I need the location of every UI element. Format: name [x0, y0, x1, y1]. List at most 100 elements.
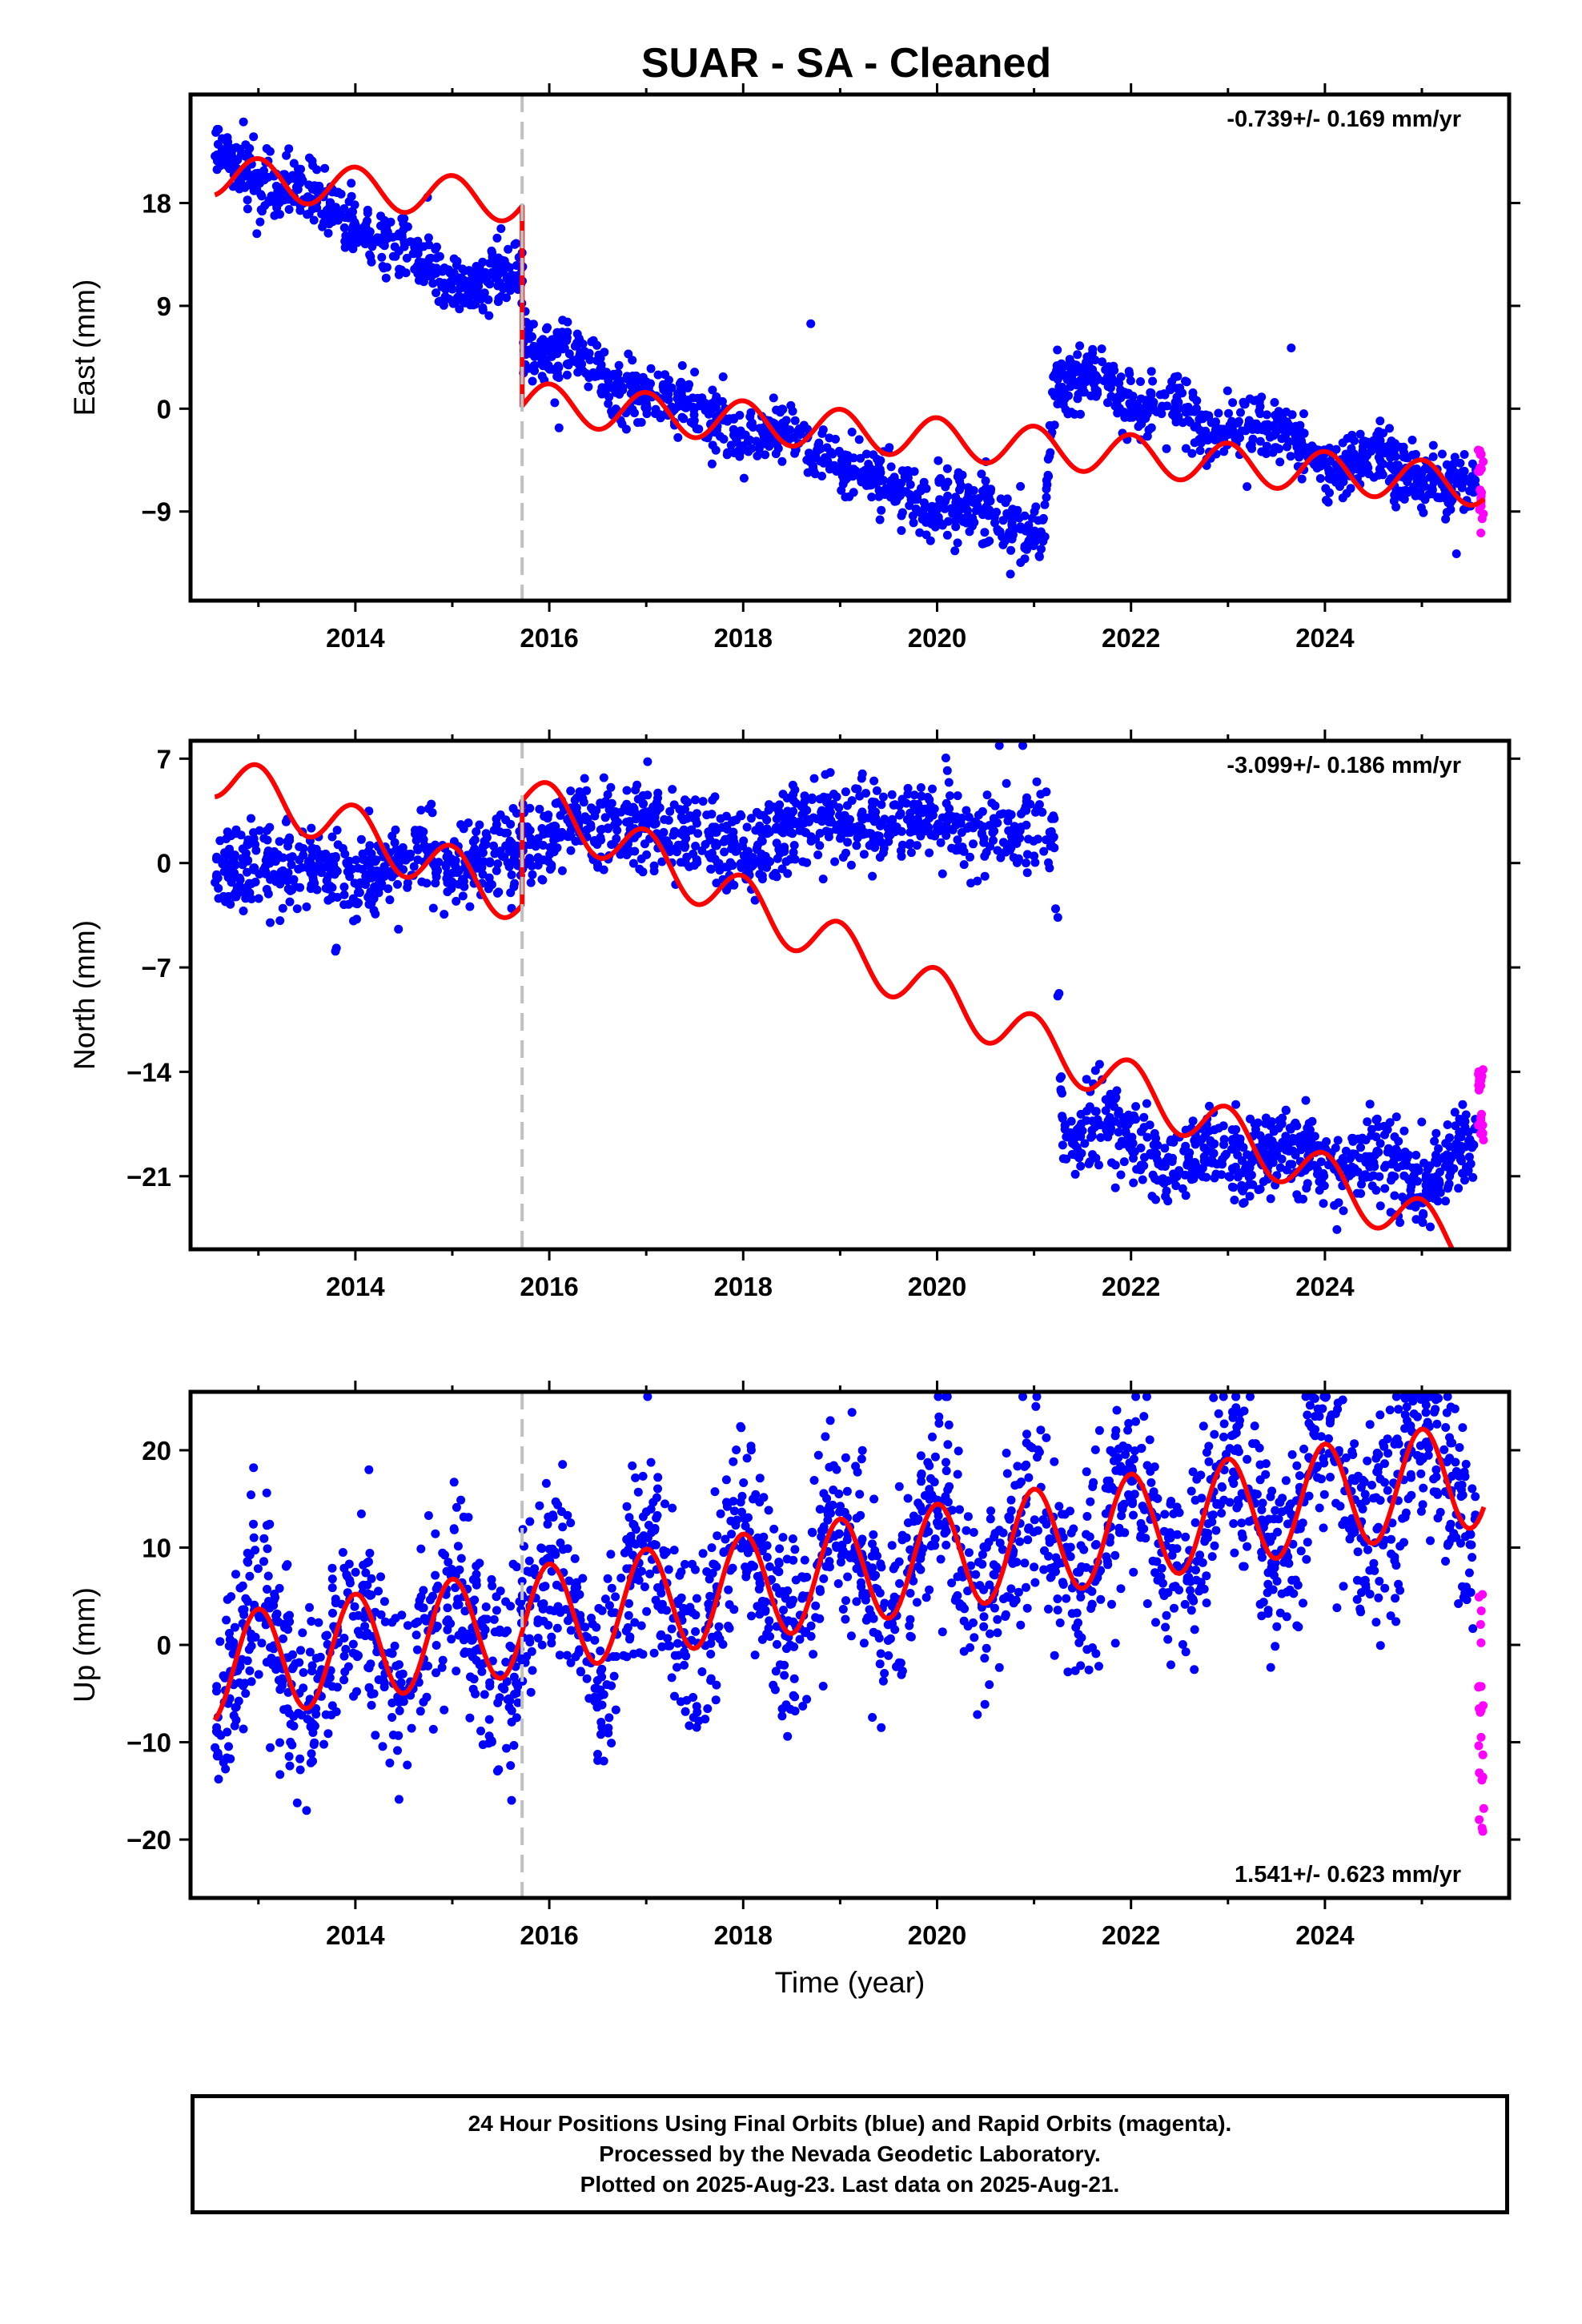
- north-final-orbit-point: [1281, 1105, 1291, 1115]
- east-final-orbit-point: [1248, 434, 1258, 444]
- east-final-orbit-point: [856, 453, 865, 463]
- up-final-orbit-point: [954, 1446, 963, 1456]
- east-final-orbit-point: [1097, 344, 1106, 354]
- east-final-orbit-point: [1299, 449, 1309, 459]
- east-rapid-orbit-point: [1476, 450, 1485, 460]
- east-final-orbit-point: [432, 253, 441, 263]
- east-final-orbit-point: [854, 435, 864, 444]
- north-final-orbit-point: [742, 822, 752, 832]
- east-final-orbit-point: [1173, 372, 1182, 381]
- east-final-orbit-point: [935, 518, 945, 528]
- east-final-orbit-point: [646, 364, 656, 373]
- east-final-orbit-point: [1172, 392, 1182, 402]
- north-final-orbit-point: [251, 877, 260, 887]
- east-final-orbit-point: [492, 233, 502, 243]
- north-final-orbit-point: [458, 891, 468, 901]
- north-final-orbit-point: [982, 790, 992, 800]
- east-final-orbit-point: [363, 238, 372, 247]
- north-final-orbit-point: [1129, 1153, 1138, 1163]
- north-final-orbit-point: [326, 882, 335, 891]
- east-final-orbit-point: [1073, 350, 1082, 360]
- east-final-orbit-point: [496, 224, 506, 233]
- up-final-orbit-point: [1063, 1667, 1073, 1677]
- north-final-orbit-point: [1015, 834, 1025, 843]
- north-final-orbit-point: [428, 808, 437, 818]
- north-final-orbit-point: [308, 875, 318, 884]
- east-final-orbit-point: [809, 463, 818, 472]
- east-final-orbit-point: [1355, 429, 1365, 439]
- east-final-orbit-point: [528, 376, 537, 386]
- north-final-orbit-point: [417, 877, 427, 887]
- east-final-orbit-points: [211, 117, 1480, 579]
- up-final-orbit-point: [884, 1651, 893, 1660]
- east-final-orbit-point: [636, 395, 646, 404]
- north-final-orbit-point: [1371, 1115, 1381, 1124]
- north-final-orbit-point: [294, 864, 303, 874]
- north-final-orbit-point: [638, 799, 648, 809]
- up-final-orbit-point: [1375, 1410, 1385, 1420]
- east-final-orbit-point: [480, 267, 490, 277]
- north-final-orbit-point: [942, 830, 951, 840]
- north-final-orbit-point: [909, 790, 919, 800]
- east-final-orbit-point: [1315, 474, 1325, 483]
- north-final-orbit-point: [788, 780, 797, 790]
- up-final-orbit-point: [1020, 1558, 1030, 1568]
- up-final-orbit-point: [1190, 1665, 1199, 1675]
- east-final-orbit-point: [982, 502, 991, 512]
- east-final-orbit-point: [308, 204, 317, 214]
- north-final-orbit-point: [327, 859, 336, 869]
- north-final-orbit-point: [1292, 1190, 1302, 1200]
- north-final-orbit-point: [841, 787, 850, 797]
- east-final-orbit-point: [903, 473, 913, 483]
- north-final-orbit-point: [1072, 1125, 1082, 1134]
- east-final-orbit-point: [1331, 444, 1341, 454]
- up-final-orbit-point: [1146, 1478, 1156, 1487]
- north-final-orbit-point: [948, 825, 958, 834]
- north-final-orbit-point: [925, 848, 934, 858]
- north-final-orbit-point: [664, 839, 673, 849]
- up-final-orbit-point: [488, 1581, 497, 1590]
- east-final-orbit-point: [1042, 493, 1051, 502]
- east-final-orbit-point: [402, 253, 412, 263]
- up-final-orbit-point: [1416, 1469, 1426, 1478]
- east-final-orbit-point: [1053, 400, 1062, 408]
- north-final-orbit-point: [1348, 1136, 1358, 1146]
- north-final-orbit-point: [1245, 1163, 1255, 1172]
- east-final-orbit-point: [383, 227, 392, 237]
- north-final-orbit-point: [765, 800, 773, 810]
- north-final-orbit-point: [1080, 1139, 1090, 1148]
- east-final-orbit-point: [284, 144, 294, 154]
- north-final-orbit-point: [643, 757, 652, 766]
- north-final-orbit-point: [1237, 1156, 1247, 1165]
- north-final-orbit-point: [993, 818, 1002, 828]
- up-final-orbit-point: [1319, 1454, 1328, 1463]
- north-final-orbit-point: [987, 798, 997, 808]
- north-xtick-label: 2024: [1295, 1272, 1355, 1301]
- east-final-orbit-point: [614, 360, 624, 370]
- east-final-orbit-point: [716, 432, 725, 441]
- east-final-orbit-point: [1159, 389, 1169, 399]
- north-final-orbit-point: [1030, 858, 1040, 867]
- north-final-orbit-point: [327, 832, 337, 842]
- east-final-orbit-point: [837, 456, 846, 465]
- north-final-orbit-point: [465, 902, 475, 911]
- east-final-orbit-point: [1120, 412, 1130, 422]
- north-final-orbit-point: [1126, 1116, 1135, 1126]
- east-final-orbit-point: [1350, 460, 1359, 470]
- north-final-orbit-point: [1357, 1180, 1366, 1189]
- north-final-orbit-point: [1142, 1132, 1152, 1142]
- north-final-orbit-point: [283, 884, 293, 894]
- north-final-orbit-point: [532, 837, 542, 846]
- east-final-orbit-point: [348, 231, 358, 241]
- north-final-orbit-point: [1319, 1199, 1328, 1208]
- north-final-orbit-point: [868, 871, 877, 881]
- north-final-orbit-point: [473, 863, 483, 873]
- north-final-orbit-point: [728, 817, 737, 826]
- east-final-orbit-point: [1243, 421, 1253, 431]
- north-final-orbit-point: [1369, 1171, 1378, 1180]
- north-final-orbit-point: [545, 865, 555, 874]
- up-final-orbit-point: [1023, 1535, 1033, 1545]
- north-final-orbit-point: [303, 863, 312, 873]
- north-final-orbit-point: [943, 811, 953, 821]
